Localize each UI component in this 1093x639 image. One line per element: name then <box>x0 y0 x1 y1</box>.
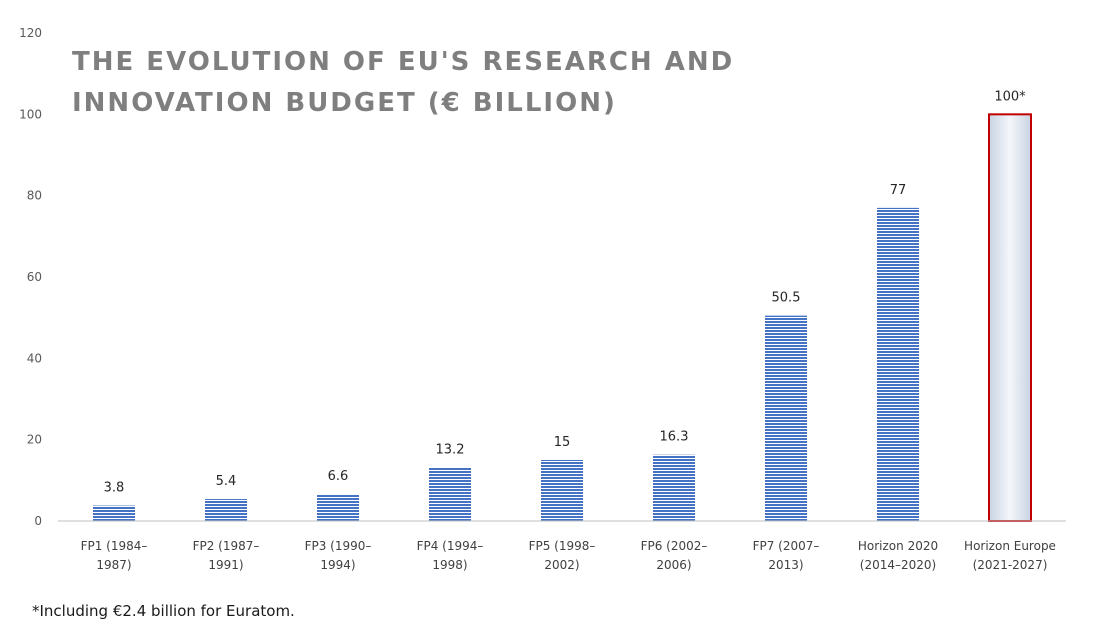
x-tick-label: 2013) <box>768 558 803 572</box>
x-tick-label: FP4 (1994– <box>417 539 484 553</box>
data-label: 77 <box>890 183 907 198</box>
data-label: 6.6 <box>328 469 349 484</box>
data-label: 15 <box>554 435 571 450</box>
x-tick-label: 1998) <box>432 558 467 572</box>
x-tick-label: (2014–2020) <box>860 558 936 572</box>
data-label: 3.8 <box>104 481 125 496</box>
bar-chart: THE EVOLUTION OF EU'S RESEARCH AND INNOV… <box>19 26 1066 572</box>
x-tick-label: 2002) <box>544 558 579 572</box>
x-tick-label: (2021-2027) <box>973 558 1048 572</box>
y-tick-label: 0 <box>34 514 42 528</box>
x-tick-label: FP1 (1984– <box>81 539 148 553</box>
y-tick-label: 40 <box>27 351 42 365</box>
bar-highlight <box>988 113 1032 522</box>
bar <box>317 494 359 521</box>
x-tick-label: FP7 (2007– <box>753 539 820 553</box>
data-label: 100* <box>994 89 1026 104</box>
x-tick-label: 1987) <box>96 558 131 572</box>
x-tick-label: FP3 (1990– <box>305 539 372 553</box>
bar <box>429 467 471 521</box>
y-tick-label: 120 <box>19 26 42 40</box>
data-label: 5.4 <box>216 474 237 489</box>
x-tick-label: 2006) <box>656 558 691 572</box>
y-tick-label: 60 <box>27 270 42 284</box>
y-tick-label: 100 <box>19 107 42 121</box>
bar <box>877 207 919 521</box>
y-tick-label: 20 <box>27 433 42 447</box>
bar <box>541 460 583 521</box>
x-tick-label: 1991) <box>208 558 243 572</box>
x-tick-label: FP5 (1998– <box>529 539 596 553</box>
y-tick-label: 80 <box>27 189 42 203</box>
x-tick-label: FP6 (2002– <box>641 539 708 553</box>
chart-title-line-2: INNOVATION BUDGET (€ BILLION) <box>72 88 617 118</box>
x-tick-label: Horizon 2020 <box>858 539 938 553</box>
chart-title-line-1: THE EVOLUTION OF EU'S RESEARCH AND <box>72 47 734 77</box>
data-label: 13.2 <box>436 442 465 457</box>
bar <box>765 315 807 521</box>
chart-title: THE EVOLUTION OF EU'S RESEARCH AND INNOV… <box>72 47 734 118</box>
bar <box>653 454 695 521</box>
x-tick-label: Horizon Europe <box>964 539 1056 553</box>
data-label: 50.5 <box>772 291 801 306</box>
bar <box>93 505 135 521</box>
bar <box>205 499 247 521</box>
x-tick-label: 1994) <box>320 558 355 572</box>
footnote: *Including €2.4 billion for Euratom. <box>32 602 295 620</box>
x-tick-label: FP2 (1987– <box>193 539 260 553</box>
data-label: 16.3 <box>660 430 689 445</box>
